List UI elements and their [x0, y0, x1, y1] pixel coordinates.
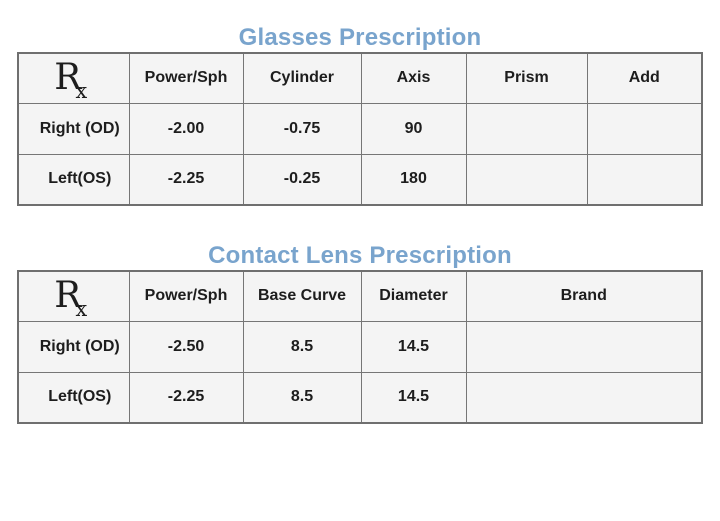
contacts-row-left-os: Left(OS) -2.25 8.5 14.5 — [17, 371, 703, 424]
contacts-right-od-diameter: 14.5 — [360, 320, 467, 373]
glasses-left-os-axis: 180 — [360, 153, 467, 206]
glasses-col-cylinder: Cylinder — [242, 52, 362, 104]
glasses-right-od-axis: 90 — [360, 102, 467, 155]
glasses-col-add: Add — [586, 52, 703, 104]
glasses-right-od-add — [586, 102, 703, 155]
contacts-right-od-power: -2.50 — [128, 320, 244, 373]
glasses-prescription-title: Glasses Prescription — [238, 24, 482, 51]
contacts-right-od-label: Right (OD) — [17, 320, 130, 373]
contacts-rx-symbol-cell: Rx — [17, 270, 130, 322]
glasses-rx-symbol-cell: Rx — [17, 52, 130, 104]
glasses-row-left-os: Left(OS) -2.25 -0.25 180 — [17, 153, 703, 206]
glasses-header-row: Rx Power/Sph Cylinder Axis Prism Add — [17, 52, 703, 104]
glasses-prescription-table: Rx Power/Sph Cylinder Axis Prism Add Rig… — [17, 52, 703, 206]
contacts-col-diameter: Diameter — [360, 270, 467, 322]
contacts-col-power-sph: Power/Sph — [128, 270, 244, 322]
glasses-col-power-sph: Power/Sph — [128, 52, 244, 104]
contacts-row-right-od: Right (OD) -2.50 8.5 14.5 — [17, 320, 703, 373]
glasses-left-os-label: Left(OS) — [17, 153, 130, 206]
glasses-left-os-cylinder: -0.25 — [242, 153, 362, 206]
contacts-left-os-power: -2.25 — [128, 371, 244, 424]
glasses-right-od-cylinder: -0.75 — [242, 102, 362, 155]
rx-icon: Rx — [54, 275, 88, 321]
contacts-right-od-brand — [465, 320, 703, 373]
contact-lens-prescription-title: Contact Lens Prescription — [208, 242, 512, 269]
glasses-left-os-power: -2.25 — [128, 153, 244, 206]
contacts-col-brand: Brand — [465, 270, 703, 322]
glasses-right-od-label: Right (OD) — [17, 102, 130, 155]
rx-icon: Rx — [54, 57, 88, 103]
contacts-header-row: Rx Power/Sph Base Curve Diameter Brand — [17, 270, 703, 322]
contacts-left-os-diameter: 14.5 — [360, 371, 467, 424]
glasses-col-axis: Axis — [360, 52, 467, 104]
contacts-left-os-base-curve: 8.5 — [242, 371, 362, 424]
contacts-col-base-curve: Base Curve — [242, 270, 362, 322]
glasses-row-right-od: Right (OD) -2.00 -0.75 90 — [17, 102, 703, 155]
glasses-col-prism: Prism — [465, 52, 588, 104]
glasses-right-od-prism — [465, 102, 588, 155]
glasses-left-os-add — [586, 153, 703, 206]
glasses-left-os-prism — [465, 153, 588, 206]
contact-lens-prescription-table: Rx Power/Sph Base Curve Diameter Brand R… — [17, 270, 703, 424]
contacts-left-os-brand — [465, 371, 703, 424]
glasses-right-od-power: -2.00 — [128, 102, 244, 155]
contacts-right-od-base-curve: 8.5 — [242, 320, 362, 373]
contacts-left-os-label: Left(OS) — [17, 371, 130, 424]
